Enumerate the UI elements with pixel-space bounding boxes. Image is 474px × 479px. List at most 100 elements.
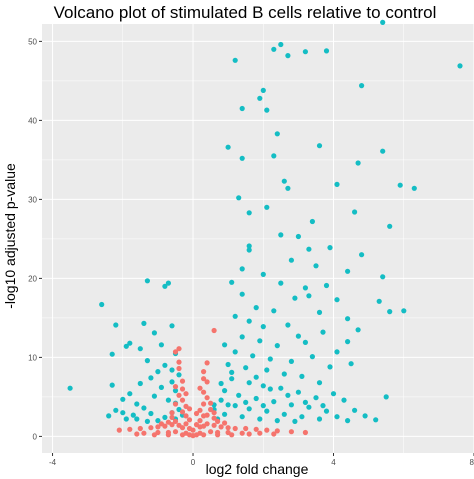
data-point <box>204 421 210 427</box>
data-point <box>250 353 256 359</box>
data-point <box>176 372 182 378</box>
data-point <box>243 365 249 371</box>
data-point <box>158 421 164 427</box>
data-point <box>158 342 164 348</box>
y-axis-title: -log10 adjusted p-value <box>2 163 18 309</box>
data-point <box>225 361 231 368</box>
data-point <box>208 406 214 413</box>
data-point <box>113 407 119 413</box>
data-point <box>222 420 228 426</box>
data-point <box>362 413 368 419</box>
data-point <box>271 431 277 437</box>
data-point <box>201 432 207 438</box>
data-point <box>232 57 238 63</box>
data-point <box>309 218 315 225</box>
data-point <box>288 257 294 263</box>
data-point <box>246 431 252 437</box>
data-point <box>176 365 182 372</box>
data-point <box>172 401 179 407</box>
data-point <box>295 333 301 339</box>
data-point <box>288 402 294 408</box>
data-point <box>222 411 228 417</box>
data-point <box>201 376 207 382</box>
data-point <box>334 414 340 420</box>
data-point <box>120 396 126 402</box>
data-point <box>274 131 280 137</box>
data-point <box>352 209 358 215</box>
data-point <box>313 263 319 269</box>
data-point <box>204 379 210 385</box>
data-point <box>130 412 136 418</box>
data-point <box>264 367 270 373</box>
data-point <box>267 356 273 362</box>
data-point <box>264 204 270 210</box>
data-point <box>127 426 133 432</box>
data-point <box>155 424 161 430</box>
data-point <box>306 404 312 410</box>
data-point <box>236 392 242 398</box>
data-point <box>260 324 266 330</box>
data-point <box>345 268 351 274</box>
data-point <box>345 418 351 424</box>
data-point <box>306 293 312 299</box>
data-point <box>285 53 291 59</box>
data-point <box>264 408 270 414</box>
data-point <box>218 380 224 387</box>
data-point <box>376 298 382 304</box>
data-points <box>67 19 463 439</box>
chart-title: Volcano plot of stimulated B cells relat… <box>54 3 437 22</box>
data-point <box>295 389 301 395</box>
data-point <box>162 414 168 420</box>
data-point <box>253 426 259 432</box>
data-point <box>222 388 228 394</box>
data-point <box>253 374 259 380</box>
data-point <box>397 182 403 188</box>
plot-panel <box>42 24 474 453</box>
data-point <box>158 384 164 390</box>
data-point <box>169 414 175 420</box>
data-point <box>387 223 393 229</box>
data-point <box>278 232 284 238</box>
data-point <box>285 392 291 398</box>
data-point <box>197 418 203 424</box>
data-point <box>218 397 224 403</box>
y-tick-label: 0 <box>33 432 38 441</box>
data-point <box>99 301 105 308</box>
data-point <box>348 361 354 367</box>
data-point <box>257 416 263 422</box>
data-point <box>172 349 179 355</box>
data-point <box>355 327 361 333</box>
data-point <box>274 418 280 424</box>
data-point <box>190 427 196 433</box>
data-point <box>411 185 417 191</box>
data-point <box>137 380 143 387</box>
data-point <box>225 425 231 431</box>
data-point <box>201 401 207 407</box>
data-point <box>148 425 154 431</box>
data-point <box>151 432 157 438</box>
data-point <box>239 266 245 272</box>
y-tick-label: 10 <box>28 353 37 362</box>
data-point <box>162 283 168 289</box>
data-point <box>232 313 238 319</box>
data-point <box>257 338 263 344</box>
data-point <box>281 178 287 184</box>
data-point <box>292 295 298 301</box>
data-point <box>260 271 266 277</box>
data-point <box>246 406 252 412</box>
data-point <box>229 376 235 382</box>
x-tick-label: -4 <box>49 458 57 467</box>
data-point <box>116 427 122 433</box>
data-point <box>172 429 179 435</box>
data-point <box>239 430 245 436</box>
data-point <box>218 424 224 430</box>
data-point <box>281 371 287 377</box>
data-point <box>148 410 154 417</box>
data-point <box>186 406 193 412</box>
data-point <box>172 418 179 424</box>
data-point <box>127 391 133 397</box>
data-point <box>134 416 140 422</box>
gridlines <box>42 24 474 453</box>
data-point <box>176 392 182 398</box>
